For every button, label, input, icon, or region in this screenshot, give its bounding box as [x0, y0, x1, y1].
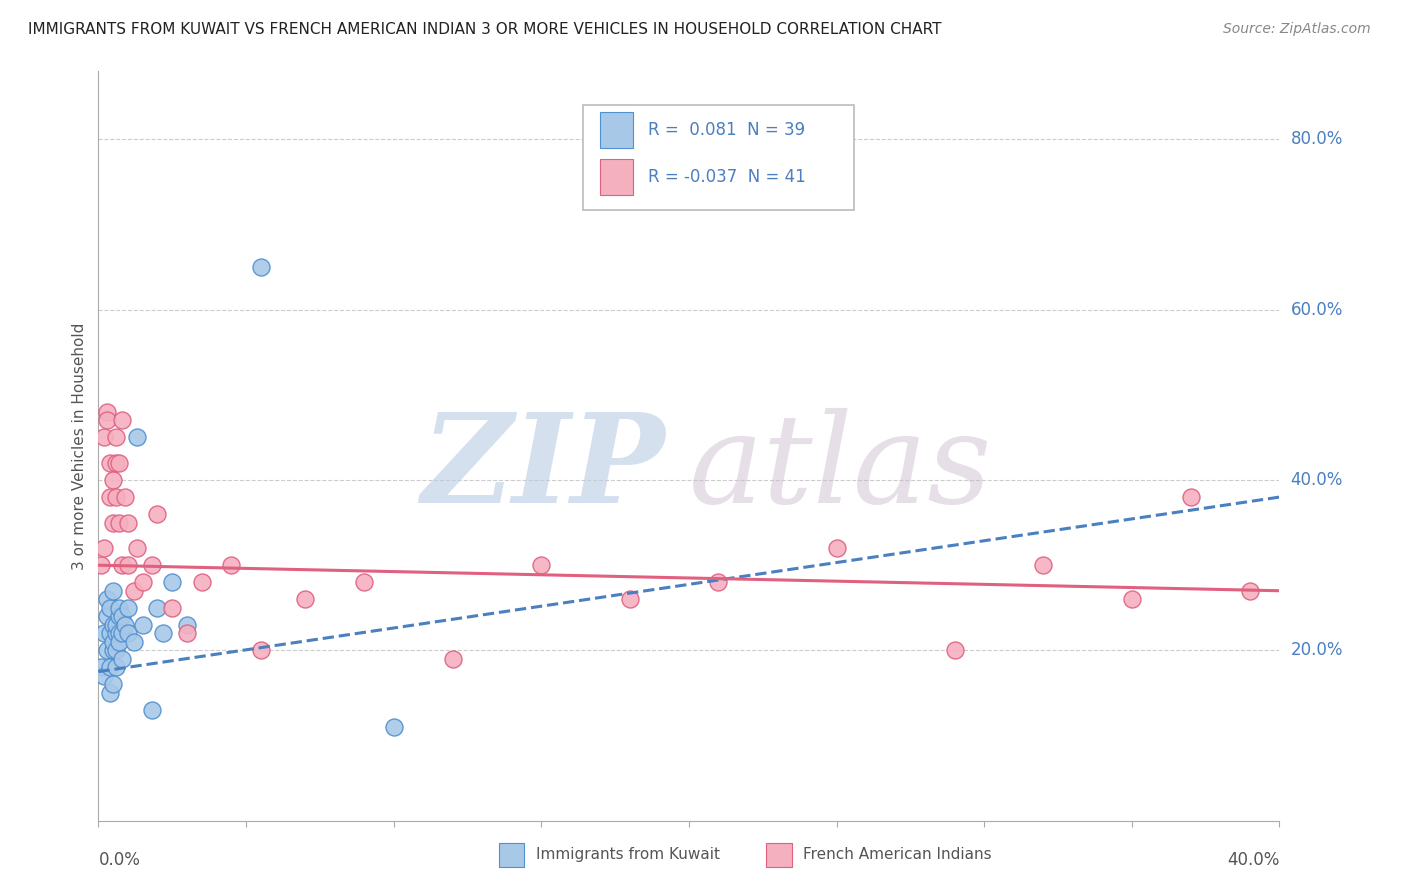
Text: R =  0.081  N = 39: R = 0.081 N = 39 [648, 120, 804, 139]
Y-axis label: 3 or more Vehicles in Household: 3 or more Vehicles in Household [72, 322, 87, 570]
Point [103, 473, 125, 487]
Point [105, 490, 128, 504]
Text: 40.0%: 40.0% [1227, 851, 1279, 869]
Point [103, 635, 125, 649]
Text: 60.0%: 60.0% [1291, 301, 1343, 318]
Point [111, 626, 134, 640]
Point [105, 626, 128, 640]
Point [108, 456, 131, 470]
Point [122, 635, 145, 649]
Text: Immigrants from Kuwait: Immigrants from Kuwait [536, 847, 720, 863]
Point [105, 430, 128, 444]
Text: 20.0%: 20.0% [1291, 641, 1343, 659]
Point [98, 600, 121, 615]
Point [1032, 558, 1054, 573]
Point [105, 617, 128, 632]
Point [117, 516, 139, 530]
Point [122, 583, 145, 598]
Point [90, 660, 112, 674]
Point [141, 703, 163, 717]
Text: 0.0%: 0.0% [98, 851, 141, 869]
Text: R = -0.037  N = 41: R = -0.037 N = 41 [648, 168, 806, 186]
Point [117, 600, 139, 615]
Point [176, 626, 198, 640]
Point [114, 490, 136, 504]
Point [114, 617, 136, 632]
Point [530, 558, 553, 573]
Point [108, 600, 131, 615]
Point [93, 626, 115, 640]
Point [98, 660, 121, 674]
Point [152, 626, 174, 640]
Point [132, 575, 155, 590]
Point [105, 456, 128, 470]
Point [176, 617, 198, 632]
Point [103, 617, 125, 632]
Point [103, 583, 125, 598]
Point [98, 490, 121, 504]
Point [98, 686, 121, 700]
Point [105, 660, 128, 674]
Point [105, 643, 128, 657]
Point [103, 677, 125, 691]
Text: 80.0%: 80.0% [1291, 130, 1343, 148]
Text: Source: ZipAtlas.com: Source: ZipAtlas.com [1223, 22, 1371, 37]
Point [125, 541, 148, 556]
Point [294, 592, 316, 607]
Text: French American Indians: French American Indians [803, 847, 991, 863]
Point [943, 643, 966, 657]
FancyBboxPatch shape [600, 159, 634, 194]
Point [441, 652, 464, 666]
Point [162, 600, 183, 615]
Point [103, 643, 125, 657]
Point [93, 430, 115, 444]
Text: atlas: atlas [689, 408, 993, 529]
Point [98, 456, 121, 470]
Point [108, 635, 131, 649]
Point [707, 575, 730, 590]
Point [141, 558, 163, 573]
Point [93, 669, 115, 683]
Point [111, 609, 134, 624]
Point [619, 592, 641, 607]
Point [96, 609, 118, 624]
Point [111, 413, 134, 427]
Point [382, 720, 405, 734]
Point [117, 558, 139, 573]
Point [162, 575, 183, 590]
Point [825, 541, 848, 556]
Point [132, 617, 155, 632]
Point [96, 405, 118, 419]
Point [146, 507, 169, 521]
Point [96, 592, 118, 607]
Point [125, 430, 148, 444]
FancyBboxPatch shape [582, 105, 855, 210]
Text: 40.0%: 40.0% [1291, 471, 1343, 489]
Point [103, 516, 125, 530]
Point [146, 600, 169, 615]
Point [111, 558, 134, 573]
Point [353, 575, 375, 590]
Point [111, 652, 134, 666]
Point [108, 626, 131, 640]
Point [98, 626, 121, 640]
Point [96, 413, 118, 427]
Point [221, 558, 243, 573]
Point [108, 609, 131, 624]
Point [250, 643, 273, 657]
Point [191, 575, 214, 590]
Point [1239, 583, 1261, 598]
Text: IMMIGRANTS FROM KUWAIT VS FRENCH AMERICAN INDIAN 3 OR MORE VEHICLES IN HOUSEHOLD: IMMIGRANTS FROM KUWAIT VS FRENCH AMERICA… [28, 22, 942, 37]
Point [250, 260, 273, 275]
Point [108, 516, 131, 530]
Point [90, 558, 112, 573]
Point [1180, 490, 1202, 504]
Point [96, 643, 118, 657]
Point [1121, 592, 1143, 607]
FancyBboxPatch shape [600, 112, 634, 148]
Point [93, 541, 115, 556]
Point [117, 626, 139, 640]
Text: ZIP: ZIP [422, 408, 665, 529]
